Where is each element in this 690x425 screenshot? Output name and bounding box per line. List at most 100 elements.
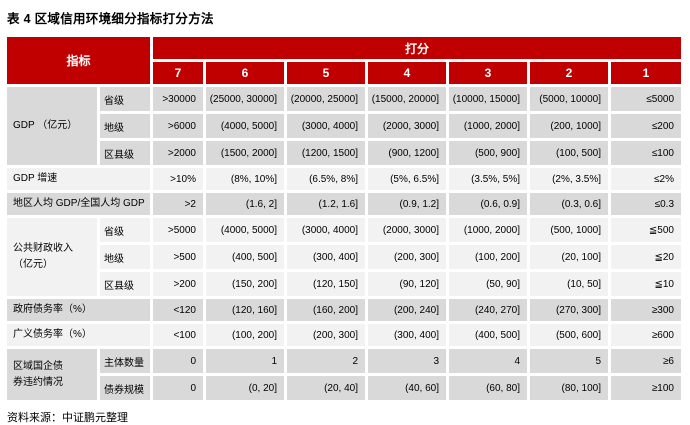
score-range-cell: (0.9, 1.2]: [368, 193, 446, 215]
score-range-cell: (270, 300]: [530, 299, 608, 321]
table-row: GDP 增速 >10% (8%, 10%] (6.5%, 8%] (5%, 6.5%](…: [7, 168, 681, 190]
score-range-cell: 3: [368, 349, 446, 373]
score-range-cell: 4: [449, 349, 527, 373]
score-range-cell: >2000: [153, 141, 203, 165]
score-range-cell: (0.6, 0.9]: [449, 193, 527, 215]
score-range-cell: ≥300: [611, 299, 681, 321]
score-range-cell: 0: [153, 349, 203, 373]
table-row: 债券规模 0 (0, 20] (20, 40] (40, 60] (60, 80] (80,…: [7, 376, 681, 400]
table-title: 表 4 区域信用环境细分指标打分方法: [7, 12, 214, 26]
score-range-cell: (10000, 15000]: [449, 87, 527, 111]
score-range-cell: >30000: [153, 87, 203, 111]
score-range-cell: (4000, 5000]: [206, 218, 284, 242]
indicator-sublabel: 地级: [100, 245, 150, 269]
table-row: 区县级 >2000 (1500, 2000] (1200, 1500] (900, 12…: [7, 141, 681, 165]
table-row: 地区人均 GDP/全国人均 GDP >2 (1.6, 2] (1.2, 1.6] (0.…: [7, 193, 681, 215]
score-range-cell: >200: [153, 272, 203, 296]
score-range-cell: (20000, 25000]: [287, 87, 365, 111]
score-column-header-6: 6: [206, 62, 284, 84]
score-range-cell: ≤200: [611, 114, 681, 138]
score-range-cell: (200, 300]: [287, 324, 365, 346]
score-range-cell: (50, 90]: [449, 272, 527, 296]
score-range-cell: >2: [153, 193, 203, 215]
score-range-cell: (0, 20]: [206, 376, 284, 400]
score-range-cell: (5%, 6.5%]: [368, 168, 446, 190]
score-range-cell: (25000, 30000]: [206, 87, 284, 111]
table-row: 公共财政收入 （亿元） 省级 >5000 (4000, 5000] (3000, 400…: [7, 218, 681, 296]
score-range-cell: (15000, 20000]: [368, 87, 446, 111]
score-range-cell: (40, 60]: [368, 376, 446, 400]
score-range-cell: (0.3, 0.6]: [530, 193, 608, 215]
score-range-cell: (200, 1000]: [530, 114, 608, 138]
score-range-cell: (60, 80]: [449, 376, 527, 400]
score-range-cell: 1: [206, 349, 284, 373]
table-row: 区县级 >200 (150, 200] (120, 150] (90, 120] (50,…: [7, 272, 681, 296]
score-range-cell: (1.2, 1.6]: [287, 193, 365, 215]
score-range-cell: ≥6: [611, 349, 681, 373]
score-range-cell: (150, 200]: [206, 272, 284, 296]
table-row: 地级 >500 (400, 500] (300, 400] (200, 300] (100…: [7, 245, 681, 269]
score-range-cell: ≤100: [611, 141, 681, 165]
score-range-cell: (2000, 3000]: [368, 218, 446, 242]
score-range-cell: ≥100: [611, 376, 681, 400]
score-range-cell: (500, 1000]: [530, 218, 608, 242]
indicator-label: GDP （亿元）: [7, 87, 97, 165]
indicator-sublabel: 地级: [100, 114, 150, 138]
score-range-cell: (2%, 3.5%]: [530, 168, 608, 190]
score-range-cell: (300, 400]: [287, 245, 365, 269]
score-range-cell: (100, 200]: [206, 324, 284, 346]
score-range-cell: (20, 100]: [530, 245, 608, 269]
score-range-cell: (1.6, 2]: [206, 193, 284, 215]
score-range-cell: (1000, 2000]: [449, 114, 527, 138]
score-range-cell: (20, 40]: [287, 376, 365, 400]
table-row: 地级 >6000 (4000, 5000] (3000, 4000] (2000, 30…: [7, 114, 681, 138]
scoring-table-body: GDP （亿元） 省级 >30000 (25000, 30000] (20000, 25…: [7, 87, 681, 400]
indicator-sublabel: 主体数量: [100, 349, 150, 373]
score-range-cell: (120, 150]: [287, 272, 365, 296]
score-range-cell: (8%, 10%]: [206, 168, 284, 190]
indicator-sublabel: 区县级: [100, 141, 150, 165]
indicator-sublabel: 区县级: [100, 272, 150, 296]
indicator-label: 广义债务率（%）: [7, 324, 150, 346]
score-range-cell: (900, 1200]: [368, 141, 446, 165]
score-range-cell: (3000, 4000]: [287, 114, 365, 138]
score-range-cell: 0: [153, 376, 203, 400]
score-range-cell: (240, 270]: [449, 299, 527, 321]
score-column-header-3: 3: [449, 62, 527, 84]
score-range-cell: (500, 900]: [449, 141, 527, 165]
score-range-cell: (6.5%, 8%]: [287, 168, 365, 190]
score-range-cell: >500: [153, 245, 203, 269]
score-column-header-4: 4: [368, 62, 446, 84]
score-column-header-7: 7: [153, 62, 203, 84]
source-note: 资料来源：中证鹏元整理: [7, 412, 128, 424]
score-range-cell: (400, 500]: [206, 245, 284, 269]
score-range-cell: (4000, 5000]: [206, 114, 284, 138]
score-range-cell: <100: [153, 324, 203, 346]
score-range-cell: (200, 300]: [368, 245, 446, 269]
score-range-cell: ≦20: [611, 245, 681, 269]
score-range-cell: ≤2%: [611, 168, 681, 190]
table-row: GDP （亿元） 省级 >30000 (25000, 30000] (20000, 25…: [7, 87, 681, 165]
score-range-cell: (2000, 3000]: [368, 114, 446, 138]
indicator-label: 区域国企债 券违约情况: [7, 349, 97, 400]
score-range-cell: (200, 240]: [368, 299, 446, 321]
score-range-cell: (100, 500]: [530, 141, 608, 165]
table-row: 广义债务率（%） <100 (100, 200] (200, 300] (300, 40…: [7, 324, 681, 346]
score-range-cell: ≤0.3: [611, 193, 681, 215]
score-range-cell: 2: [287, 349, 365, 373]
score-column-header-2: 2: [530, 62, 608, 84]
score-range-cell: 5: [530, 349, 608, 373]
score-range-cell: >6000: [153, 114, 203, 138]
score-range-cell: (400, 500]: [449, 324, 527, 346]
score-range-cell: >10%: [153, 168, 203, 190]
indicator-header-cell: 指标: [7, 37, 150, 84]
score-range-cell: (10, 50]: [530, 272, 608, 296]
score-range-cell: (80, 100]: [530, 376, 608, 400]
indicator-label: 地区人均 GDP/全国人均 GDP: [7, 193, 150, 215]
indicator-label: 公共财政收入 （亿元）: [7, 218, 97, 296]
score-range-cell: (120, 160]: [206, 299, 284, 321]
score-header-cell: 打分: [153, 37, 681, 59]
score-range-cell: ≦10: [611, 272, 681, 296]
